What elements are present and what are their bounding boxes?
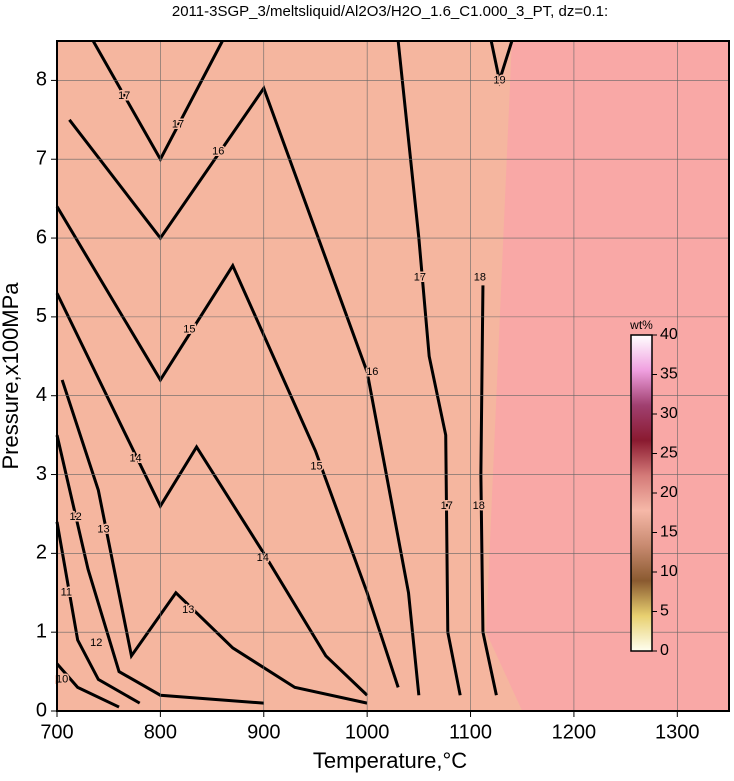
contour-label: 17 (414, 271, 426, 283)
contour-label: 17 (172, 118, 184, 130)
contour-line (55, 205, 400, 688)
contour-label: 18 (473, 500, 485, 512)
contour-label: 13 (97, 524, 109, 536)
colorbar-tick-label: 0 (660, 642, 669, 659)
colorbar-tick-label: 5 (660, 603, 669, 620)
y-tick-label: 4 (36, 384, 47, 406)
contour-label: 17 (441, 500, 453, 512)
contour-label: 12 (69, 511, 81, 523)
contour-line (60, 379, 368, 705)
y-tick-label: 6 (36, 226, 47, 248)
contour-label: 16 (366, 366, 378, 378)
colorbar-label: wt% (629, 318, 653, 332)
x-tick-label: 700 (40, 721, 73, 743)
contour-label: 13 (182, 604, 194, 616)
y-tick-label: 5 (36, 305, 47, 327)
melt-region (57, 41, 523, 711)
contour-label: 17 (118, 90, 130, 102)
x-tick-label: 1300 (655, 721, 700, 743)
y-tick-label: 7 (36, 148, 47, 170)
y-axis-label: Pressure,x100MPa (0, 282, 23, 470)
contour-label: 15 (183, 323, 195, 335)
contour-label: 11 (61, 587, 72, 599)
contour-label: 18 (474, 271, 486, 283)
colorbar-tick-label: 10 (660, 563, 678, 580)
y-tick-label: 8 (36, 69, 47, 91)
contour-label: 14 (257, 552, 269, 564)
colorbar-tick-label: 35 (660, 366, 678, 383)
y-tick-label: 0 (36, 699, 47, 721)
x-tick-label: 1000 (345, 721, 390, 743)
colorbar-tick-label: 15 (660, 524, 678, 541)
colorbar-tick-label: 40 (660, 326, 678, 343)
contour-label: 12 (90, 637, 102, 649)
x-tick-label: 800 (144, 721, 177, 743)
chart-title: 2011-3SGP_3/meltsliquid/Al2O3/H2O_1.6_C1… (172, 3, 608, 20)
y-tick-label: 2 (36, 542, 47, 564)
contour-label: 16 (212, 145, 224, 157)
contour-line (55, 292, 369, 697)
x-tick-label: 1100 (449, 721, 492, 743)
contour-label: 10 (56, 673, 68, 685)
colorbar-tick-label: 30 (660, 405, 678, 422)
contour-line (55, 662, 120, 709)
contour-label: 14 (129, 453, 141, 465)
plot-frame (56, 40, 730, 712)
y-tick-label: 1 (36, 620, 47, 642)
contour-line (55, 521, 141, 705)
contour-label: 15 (310, 461, 322, 473)
contour-line (55, 434, 264, 705)
x-axis-label: Temperature,°C (313, 748, 467, 773)
colorbar-tick-label: 25 (660, 445, 678, 462)
x-tick-label: 1200 (552, 721, 597, 743)
colorbar-tick-label: 20 (660, 484, 678, 501)
contour-line (68, 85, 421, 696)
y-tick-label: 3 (36, 463, 47, 485)
x-tick-label: 900 (247, 721, 280, 743)
colorbar (630, 334, 653, 652)
